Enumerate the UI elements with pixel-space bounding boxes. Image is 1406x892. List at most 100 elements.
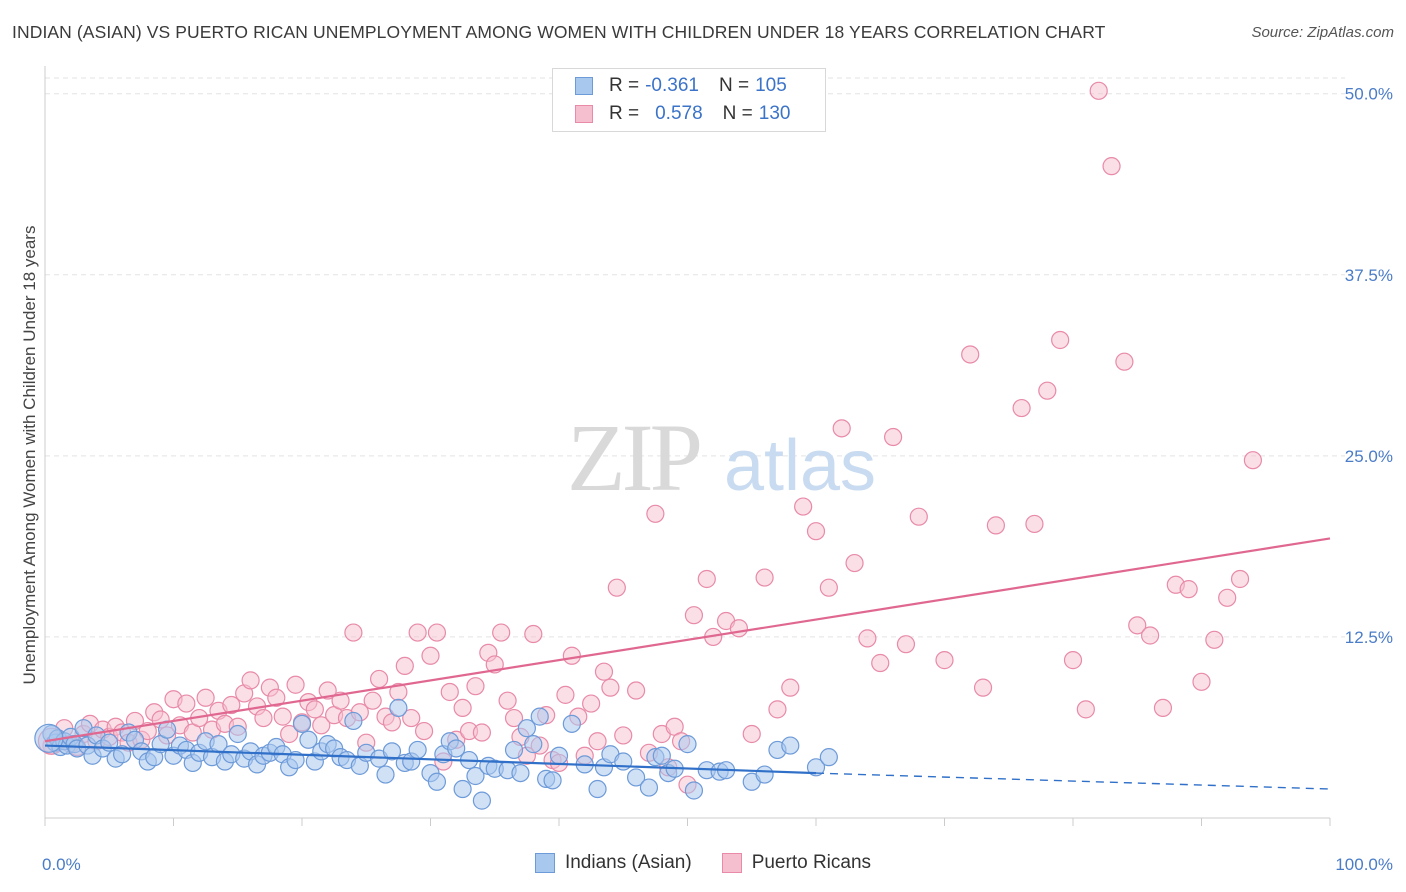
data-point-puerto-ricans: [896, 635, 916, 654]
data-point-puerto-ricans: [222, 695, 241, 715]
data-point-puerto-ricans: [781, 678, 800, 697]
trend-lines: [44, 537, 1331, 790]
data-point-indians-asian: [447, 739, 466, 758]
data-point-indians-asian: [408, 740, 427, 760]
watermark-atlas: atlas: [724, 426, 876, 506]
data-point-puerto-ricans: [267, 688, 286, 707]
data-point-indians-asian: [639, 778, 659, 797]
data-point-puerto-ricans: [594, 662, 614, 681]
data-point-puerto-ricans: [196, 688, 215, 707]
data-point-puerto-ricans: [909, 507, 928, 526]
data-point-indians-asian: [292, 714, 312, 733]
data-point-puerto-ricans: [504, 708, 524, 728]
data-point-puerto-ricans: [768, 700, 787, 719]
data-point-indians-asian: [806, 758, 826, 777]
data-point-puerto-ricans: [562, 646, 581, 665]
data-point-puerto-ricans: [453, 698, 472, 718]
data-point-indians-asian: [678, 735, 697, 754]
data-point-indians-asian: [344, 711, 363, 731]
data-point-indians-asian: [286, 750, 305, 770]
legend-n-value: 105: [755, 75, 787, 96]
data-point-puerto-ricans: [1089, 81, 1108, 100]
data-point-puerto-ricans: [607, 578, 626, 597]
data-point-puerto-ricans: [408, 623, 427, 642]
data-point-puerto-ricans: [1102, 157, 1121, 176]
legend-swatch-blue: [575, 77, 593, 95]
data-point-puerto-ricans: [1140, 626, 1160, 645]
series-legend-puerto-ricans: Puerto Ricans: [721, 852, 872, 874]
data-point-indians-asian: [562, 714, 581, 733]
data-point-puerto-ricans: [466, 677, 485, 696]
data-point-indians-asian: [472, 791, 491, 810]
series-label-puerto-ricans: Puerto Ricans: [751, 852, 872, 873]
data-point-indians-asian: [228, 724, 247, 744]
data-point-puerto-ricans: [601, 678, 620, 697]
data-point-indians-asian: [112, 745, 132, 764]
x-tick-label: 100.0%: [1335, 855, 1393, 874]
legend-r-label: R =: [609, 103, 640, 124]
legend-swatch-pink: [575, 105, 593, 123]
series-legend: Indians (Asian) Puerto Ricans: [0, 852, 1406, 874]
y-tick-label: 12.5%: [1345, 628, 1393, 647]
tick-labels: 12.5% 25.0% 37.5% 50.0% 0.0% 100.0%: [42, 85, 1393, 874]
data-point-puerto-ricans: [331, 691, 350, 710]
data-point-puerto-ricans: [1205, 630, 1224, 649]
data-point-puerto-ricans: [414, 721, 434, 741]
data-point-puerto-ricans: [646, 504, 665, 523]
data-point-indians-asian: [389, 698, 408, 718]
data-point-puerto-ricans: [556, 685, 575, 704]
data-point-puerto-ricans: [819, 578, 838, 597]
data-point-puerto-ricans: [626, 681, 646, 700]
legend-n-value: 130: [758, 103, 791, 124]
legend-r-value: 0.578: [655, 103, 703, 124]
data-point-indians-asian: [549, 746, 569, 765]
legend-r-value: -0.361: [645, 75, 699, 96]
data-point-puerto-ricans: [1025, 514, 1044, 534]
legend-r-label: R =: [609, 75, 640, 96]
legend-n-label: N =: [722, 103, 753, 124]
data-point-puerto-ricans: [472, 723, 491, 742]
data-point-indians-asian: [524, 735, 543, 754]
data-point-puerto-ricans: [241, 671, 260, 690]
data-point-puerto-ricans: [871, 653, 890, 673]
data-point-indians-asian: [652, 746, 671, 765]
y-tick-label: 25.0%: [1345, 447, 1393, 466]
data-point-puerto-ricans: [1012, 398, 1031, 418]
data-point-indians-asian: [588, 779, 607, 799]
data-point-indians-asian: [466, 766, 485, 786]
data-point-puerto-ricans: [318, 681, 337, 700]
data-point-puerto-ricans: [402, 708, 421, 728]
data-point-indians-asian: [781, 736, 800, 755]
data-point-puerto-ricans: [845, 553, 864, 573]
chart-title: INDIAN (ASIAN) VS PUERTO RICAN UNEMPLOYM…: [12, 22, 1106, 42]
correlation-legend: R = -0.361 N = 105 R = 0.578 N = 130: [552, 68, 826, 132]
data-point-indians-asian: [530, 707, 549, 726]
data-point-puerto-ricans: [729, 619, 749, 638]
trend-line-puerto-ricans: [44, 537, 1331, 743]
data-point-indians-asian: [543, 771, 562, 790]
data-point-puerto-ricans: [582, 694, 601, 713]
data-point-puerto-ricans: [697, 569, 716, 589]
series-label-indians: Indians (Asian): [564, 852, 692, 873]
data-point-puerto-ricans: [755, 568, 774, 587]
data-point-puerto-ricans: [177, 694, 196, 713]
data-point-puerto-ricans: [254, 708, 273, 728]
data-point-puerto-ricans: [935, 651, 954, 670]
data-point-puerto-ricans: [832, 419, 851, 438]
data-point-puerto-ricans: [273, 707, 292, 726]
axes: [44, 66, 1331, 826]
data-point-puerto-ricans: [1192, 672, 1211, 691]
series-swatch-pink: [721, 853, 742, 873]
data-point-puerto-ricans: [614, 726, 633, 745]
data-point-indians-asian: [626, 768, 646, 787]
data-point-indians-asian: [299, 730, 318, 749]
data-point-puerto-ricans: [588, 732, 607, 751]
data-point-puerto-ricans: [1153, 698, 1173, 718]
data-point-indians-asian: [504, 740, 524, 760]
data-point-puerto-ricans: [1128, 616, 1147, 635]
source-credit: Source: ZipAtlas.com: [1251, 24, 1394, 41]
data-point-puerto-ricans: [440, 682, 459, 702]
series-swatch-blue: [534, 853, 555, 873]
watermark-zip: ZIP: [567, 404, 700, 511]
